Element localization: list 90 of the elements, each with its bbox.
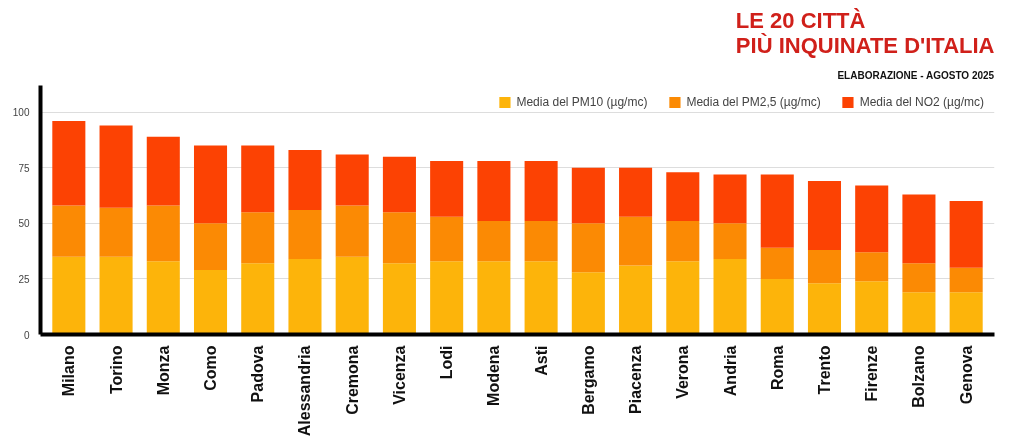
x-tick-label: Genova <box>957 345 975 405</box>
bar <box>52 256 86 335</box>
bar <box>807 181 842 251</box>
bar <box>477 221 511 262</box>
bar <box>288 258 322 335</box>
chart-subtitle: ELABORAZIONE - AGOSTO 2025 <box>837 69 995 81</box>
y-tick-label: 50 <box>18 218 30 230</box>
bar <box>713 258 747 335</box>
bar <box>99 207 133 257</box>
bar <box>193 270 228 335</box>
bar <box>619 216 653 266</box>
legend-label: Media del PM10 (µg/mc) <box>516 95 648 109</box>
bar <box>335 256 369 335</box>
bar <box>571 272 605 335</box>
bar <box>241 145 275 213</box>
bar <box>146 136 180 206</box>
bar <box>807 250 842 284</box>
bar <box>193 145 228 224</box>
bar <box>666 172 700 222</box>
x-tick-label: Como <box>202 345 220 391</box>
bar <box>760 278 794 335</box>
y-tick-label: 100 <box>12 107 30 119</box>
bar <box>524 221 558 262</box>
x-tick-label: Alessandria <box>296 345 314 437</box>
bar <box>524 161 558 222</box>
bar <box>382 212 416 264</box>
bar <box>902 292 936 335</box>
x-tick-label: Roma <box>768 345 786 390</box>
bar <box>335 205 369 257</box>
bar <box>524 261 558 335</box>
bar <box>430 216 464 262</box>
bar <box>99 256 133 335</box>
x-tick-label: Firenze <box>863 345 881 402</box>
bar <box>477 261 511 335</box>
bar <box>713 174 747 224</box>
bar <box>855 281 889 335</box>
bar <box>288 210 322 259</box>
y-tick-label: 0 <box>23 329 30 341</box>
bar <box>571 167 605 224</box>
bar <box>807 283 842 335</box>
bar <box>241 212 275 264</box>
bar <box>949 267 983 293</box>
x-tick-label: Vicenza <box>390 345 408 405</box>
bar <box>571 223 605 273</box>
y-tick-label: 25 <box>18 273 30 285</box>
x-tick-label: Cremona <box>343 345 361 415</box>
x-tick-label: Modena <box>485 345 503 406</box>
x-tick-label: Torino <box>107 345 125 395</box>
bar <box>666 261 700 335</box>
bar <box>99 125 133 208</box>
x-tick-label: Monza <box>154 345 172 396</box>
bar <box>288 149 322 210</box>
bar <box>382 156 416 213</box>
x-tick-label: Lodi <box>438 345 456 380</box>
bar <box>619 265 653 335</box>
x-tick-label: Andria <box>721 345 739 397</box>
bar <box>949 201 983 268</box>
bar <box>713 223 747 259</box>
bar <box>52 205 86 257</box>
x-tick-label: Piacenza <box>627 345 645 414</box>
bar <box>193 223 228 271</box>
bar <box>760 247 794 279</box>
chart-title: LE 20 CITTÀ PIÙ INQUINATE D'ITALIA <box>735 7 995 58</box>
bar <box>902 263 936 293</box>
x-tick-label: Bolzano <box>910 345 928 408</box>
bar <box>335 154 369 206</box>
x-tick-label: Verona <box>674 345 692 399</box>
legend-label: Media del NO2 (µg/mc) <box>859 95 984 109</box>
bar <box>855 185 889 253</box>
x-tick-label: Padova <box>249 345 267 403</box>
bar <box>855 252 889 282</box>
x-tick-label: Bergamo <box>579 345 597 415</box>
bar <box>477 161 511 222</box>
bar <box>241 263 275 335</box>
bar <box>430 261 464 335</box>
y-tick-label: 75 <box>18 162 30 174</box>
legend-label: Media del PM2,5 (µg/mc) <box>686 95 821 109</box>
bar <box>430 161 464 217</box>
bar <box>382 263 416 335</box>
bar <box>146 261 180 335</box>
bar <box>902 194 936 264</box>
bar <box>760 174 794 248</box>
x-tick-label: Trento <box>815 345 833 395</box>
bar <box>949 292 983 335</box>
x-tick-label: Milano <box>60 345 78 397</box>
bar <box>146 205 180 262</box>
bar <box>619 167 653 217</box>
bar <box>666 221 700 262</box>
bar <box>52 121 86 206</box>
x-tick-label: Asti <box>532 345 550 376</box>
